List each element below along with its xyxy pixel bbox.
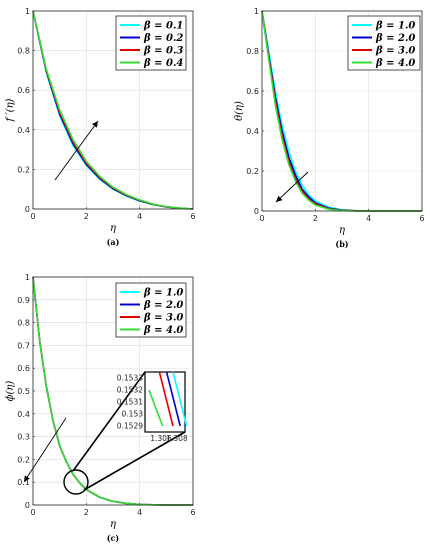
x-tick-label: 2 <box>84 508 89 517</box>
trend-arrow-head <box>92 121 98 128</box>
inset-y-tick-label: 0.1532 <box>117 386 143 395</box>
trend-arrow-head <box>24 475 30 482</box>
inset-y-tick-label: 0.1533 <box>117 374 143 383</box>
y-tick-label: 0.2 <box>17 455 30 464</box>
chart-panel-c: 0 2 4 6 0 0.1 0.2 0.3 0.4 0.5 0.6 0.7 0.8 0.9 1 η ϕ(η) (c… <box>5 273 196 543</box>
y-tick-label: 0.4 <box>17 126 30 135</box>
trend-arrow <box>23 417 67 483</box>
x-axis-label: η <box>339 225 345 236</box>
inset-x-tick-label: 1.306 <box>150 434 172 443</box>
x-tick-label: 0 <box>30 212 35 221</box>
y-tick-label: 1 <box>254 7 259 16</box>
y-tick-label: 0.9 <box>17 296 30 305</box>
trend-arrow <box>275 171 309 203</box>
panel-caption: (a) <box>107 237 120 247</box>
x-tick-label: 4 <box>366 214 371 223</box>
legend-entry: β = 4.0 <box>143 325 183 336</box>
legend-entry: β = 4.0 <box>375 58 415 69</box>
legend-entry: β = 0.2 <box>143 33 183 44</box>
y-axis-label: f ′(η) <box>5 98 16 122</box>
y-tick-label: 0.2 <box>17 165 30 174</box>
trend-arrow-head <box>276 195 283 202</box>
y-tick-label: 0.8 <box>17 319 30 328</box>
inset-x-tick-label: 1.308 <box>166 434 188 443</box>
zoom-connector <box>72 371 146 472</box>
inset-series-line <box>172 371 188 427</box>
axes-frame <box>32 10 194 210</box>
x-tick-label: 0 <box>30 508 35 517</box>
y-tick-label: 0.6 <box>17 86 30 95</box>
y-tick-label: 0 <box>25 205 30 214</box>
legend-entry: β = 2.0 <box>375 33 415 44</box>
y-tick-label: 0.4 <box>17 410 30 419</box>
x-axis-label: η <box>110 519 116 530</box>
legend-entry: β = 1.0 <box>375 21 415 32</box>
zoom-circle <box>63 469 89 495</box>
x-axis-label: η <box>110 223 116 234</box>
y-tick-label: 0.2 <box>246 167 259 176</box>
series-line <box>32 276 193 506</box>
legend-entry: β = 0.3 <box>143 46 183 57</box>
chart-panel-b: 0 2 4 6 0 0.2 0.4 0.6 0.8 1 η θ(η) (b) β = 1.0β = 2.0… <box>234 7 425 249</box>
inset-frame <box>144 371 186 433</box>
legend-entry: β = 1.0 <box>143 288 183 299</box>
inset-series-line <box>158 371 174 427</box>
x-tick-label: 0 <box>259 214 264 223</box>
panel-caption: (b) <box>335 239 348 249</box>
x-tick-label: 6 <box>419 214 424 223</box>
x-tick-label: 4 <box>137 212 142 221</box>
legend-entry: β = 0.1 <box>143 21 183 32</box>
y-axis-label: θ(η) <box>234 101 245 121</box>
inset-series-line <box>165 371 181 427</box>
y-tick-label: 0.5 <box>17 387 30 396</box>
zoom-connector <box>83 431 186 491</box>
y-tick-label: 0.3 <box>17 433 30 442</box>
y-tick-label: 1 <box>25 7 30 16</box>
x-tick-label: 6 <box>190 508 195 517</box>
x-tick-label: 2 <box>313 214 318 223</box>
y-tick-label: 0 <box>25 501 30 510</box>
trend-arrow <box>54 120 99 181</box>
y-tick-label: 0 <box>254 207 259 216</box>
legend-entry: β = 3.0 <box>375 46 415 57</box>
y-tick-label: 0.6 <box>17 364 30 373</box>
legend-entry: β = 3.0 <box>143 313 183 324</box>
series-line <box>32 10 194 210</box>
x-tick-label: 6 <box>190 212 195 221</box>
y-tick-label: 1 <box>25 273 30 282</box>
y-axis-label: ϕ(η) <box>5 381 16 402</box>
inset-y-tick-label: 0.153 <box>122 410 144 419</box>
inset-series-line <box>148 389 164 427</box>
y-tick-label: 0.7 <box>17 341 30 350</box>
inset-y-tick-label: 0.1529 <box>117 422 143 431</box>
legend-entry: β = 0.4 <box>143 58 183 69</box>
x-tick-label: 2 <box>84 212 89 221</box>
x-tick-label: 4 <box>137 508 142 517</box>
y-tick-label: 0.4 <box>246 127 259 136</box>
inset-y-tick-label: 0.1531 <box>117 398 143 407</box>
y-tick-label: 0.8 <box>246 47 259 56</box>
y-tick-label: 0.6 <box>246 87 259 96</box>
y-tick-label: 0.8 <box>17 47 30 56</box>
legend-entry: β = 2.0 <box>143 300 183 311</box>
y-tick-label: 0.1 <box>17 478 30 487</box>
panel-caption: (c) <box>107 533 120 543</box>
axes-frame <box>261 10 423 212</box>
